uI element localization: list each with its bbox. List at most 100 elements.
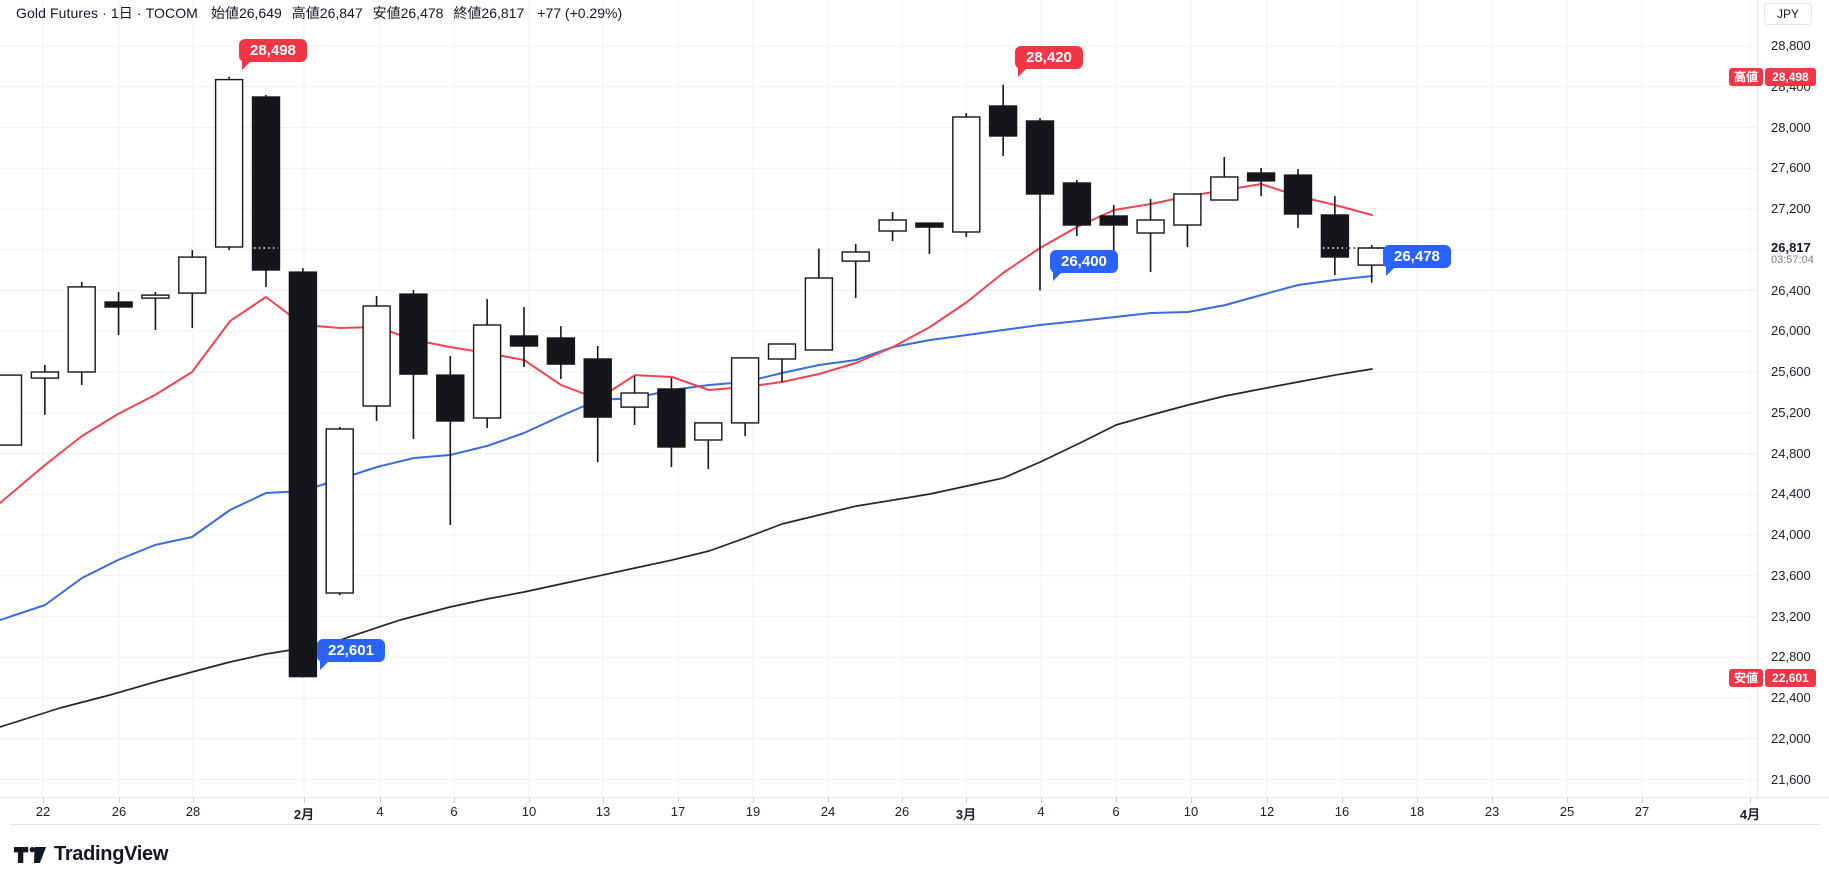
callout-tail <box>242 61 251 70</box>
currency-button[interactable]: JPY <box>1764 3 1813 25</box>
price-axis-label: 27,600 <box>1771 160 1811 176</box>
candle-body <box>620 392 649 408</box>
time-axis-label: 19 <box>745 804 761 819</box>
time-axis-label: 23 <box>1484 804 1500 819</box>
widget-bottom-border <box>10 824 1820 825</box>
candle-body <box>1210 176 1239 201</box>
candle-body <box>841 251 870 262</box>
time-axis-border <box>0 797 1829 798</box>
candle-body <box>546 337 576 365</box>
price-axis-label: 25,600 <box>1771 364 1811 379</box>
price-axis-label: 22,400 <box>1771 690 1811 705</box>
price-axis-label: 21,600 <box>1771 771 1811 787</box>
candle-body <box>399 293 428 375</box>
ma-medium-line <box>0 275 1373 621</box>
high-badge-tag: 高値 <box>1729 67 1764 86</box>
candle-body <box>325 428 354 594</box>
time-axis-tick <box>529 797 530 803</box>
price-axis-label: 28,800 <box>1771 38 1811 53</box>
change-value: +77 (+0.29%) <box>537 5 623 21</box>
time-axis-label: 12 <box>1259 804 1275 819</box>
symbol-title[interactable]: Gold Futures · 1日 · TOCOM <box>16 5 198 21</box>
price-axis-label: 24,000 <box>1771 527 1811 542</box>
time-axis-label: 3月 <box>955 807 977 822</box>
price-axis-label: 23,200 <box>1771 608 1811 624</box>
callout-26478: 26,478 <box>1383 245 1451 276</box>
candle-body <box>141 294 170 299</box>
candle-body <box>1062 182 1092 226</box>
time-axis-label: 22 <box>35 804 51 819</box>
header-高値: 高値26,847 <box>291 5 363 21</box>
time-axis-label: 27 <box>1634 804 1650 819</box>
price-axis-label: 25,200 <box>1771 404 1811 420</box>
candle-body <box>1099 215 1128 226</box>
time-axis-tick <box>43 797 44 803</box>
tradingview-logo[interactable]: TradingView <box>13 843 168 866</box>
price-axis-label: 24,400 <box>1771 486 1811 502</box>
time-axis-tick <box>1642 797 1643 803</box>
candle-body <box>878 219 907 232</box>
candle-body <box>1283 174 1313 215</box>
last-price-value: 26,817 <box>1771 240 1811 256</box>
time-axis-tick <box>1116 797 1117 803</box>
price-axis-label: 28,000 <box>1771 119 1811 135</box>
callout-28420: 28,420 <box>1015 46 1083 77</box>
candle-body <box>1173 193 1202 226</box>
candle-body <box>30 371 60 379</box>
time-axis-label: 2月 <box>293 807 315 822</box>
time-axis-label: 26 <box>894 804 910 819</box>
candle-body <box>0 374 23 446</box>
price-axis-label: 23,600 <box>1771 567 1811 583</box>
time-axis-tick <box>304 797 305 803</box>
time-axis-tick <box>1492 797 1493 803</box>
time-axis-tick <box>454 797 455 803</box>
candle-body <box>251 96 281 271</box>
candle-body <box>804 277 834 351</box>
low-badge-value: 22,601 <box>1765 668 1816 687</box>
callout-28498: 28,498 <box>239 39 307 70</box>
time-axis-tick <box>603 797 604 803</box>
candle-body <box>472 324 502 419</box>
candle-body <box>988 105 1018 137</box>
time-axis-tick <box>1041 797 1042 803</box>
tradingview-logo-icon <box>13 846 47 863</box>
time-axis-tick <box>1567 797 1568 803</box>
time-axis-tick <box>380 797 381 803</box>
time-axis-tick <box>678 797 679 803</box>
chart-header: Gold Futures · 1日 · TOCOM 始値26,649 高値26,8… <box>16 4 622 22</box>
time-axis-tick <box>1750 797 1751 803</box>
time-axis-label: 4 <box>1037 804 1045 819</box>
low-badge-tag: 安値 <box>1729 668 1764 687</box>
time-axis-label: 24 <box>820 804 836 819</box>
header-始値: 始値26,649 <box>210 5 282 21</box>
callout-tail <box>320 661 329 670</box>
candle-body <box>952 116 981 233</box>
time-axis-label: 13 <box>595 804 611 819</box>
candle-body <box>1136 219 1165 234</box>
time-axis-label: 6 <box>1112 804 1120 819</box>
callout-22601: 22,601 <box>317 639 385 670</box>
time-axis-tick <box>1191 797 1192 803</box>
time-axis-label: 25 <box>1559 804 1575 819</box>
time-axis-label: 10 <box>521 804 537 819</box>
time-axis-label: 28 <box>185 804 201 819</box>
time-axis-label: 18 <box>1409 804 1425 819</box>
candle-body <box>657 388 686 448</box>
time-axis-tick <box>966 797 967 803</box>
price-axis-label: 22,800 <box>1771 649 1811 665</box>
candle-body <box>104 301 133 308</box>
high-price-badge: 高値 28,498 <box>1729 67 1816 86</box>
header-終値: 終値26,817 <box>453 5 525 21</box>
callout-26400: 26,400 <box>1050 250 1118 281</box>
candle-body <box>362 305 391 407</box>
candle-body <box>67 286 96 373</box>
high-badge-value: 28,498 <box>1765 67 1816 86</box>
time-axis-label: 4 <box>376 804 384 819</box>
callout-tail <box>1053 272 1062 281</box>
candle-body <box>178 256 207 294</box>
last-price-countdown: 03:57:04 <box>1771 254 1814 267</box>
time-axis-label: 26 <box>111 804 127 819</box>
time-axis-tick <box>1417 797 1418 803</box>
